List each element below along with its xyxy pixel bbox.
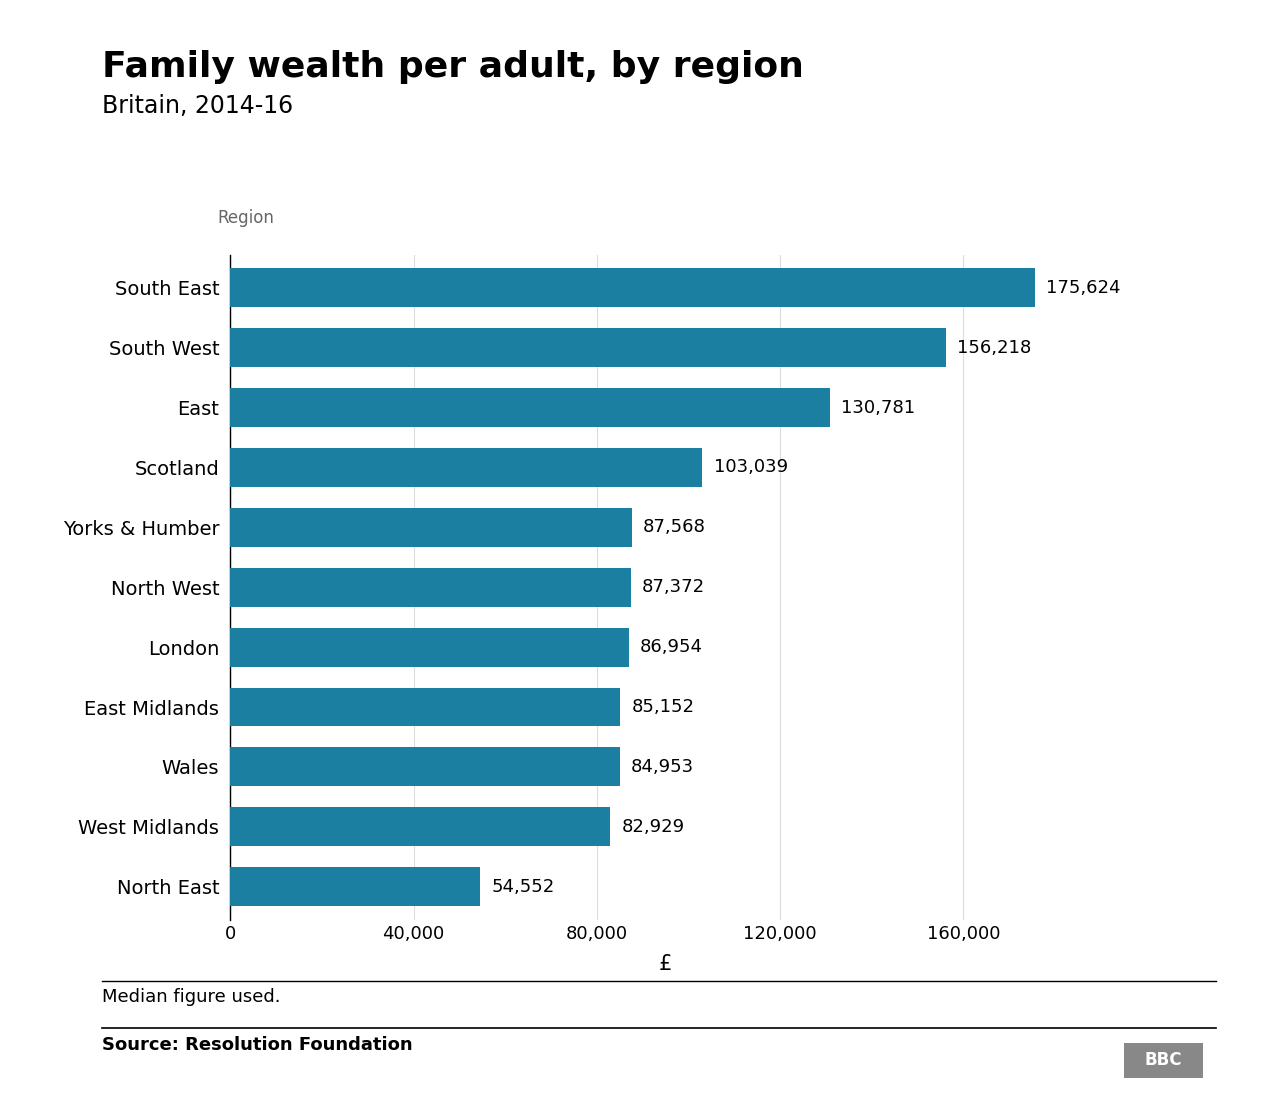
Bar [230, 748, 620, 787]
Bar [230, 567, 631, 607]
Text: 87,568: 87,568 [643, 519, 705, 536]
Bar [230, 388, 829, 427]
Bar [230, 808, 611, 847]
Text: 86,954: 86,954 [640, 638, 703, 656]
Text: 130,781: 130,781 [841, 399, 915, 417]
X-axis label: £: £ [659, 954, 672, 974]
Text: 156,218: 156,218 [957, 339, 1032, 357]
Text: 82,929: 82,929 [622, 818, 685, 835]
Text: 84,953: 84,953 [631, 758, 694, 776]
Text: 54,552: 54,552 [492, 878, 556, 895]
Bar [230, 268, 1036, 307]
Text: BBC: BBC [1144, 1051, 1183, 1069]
Bar [230, 328, 946, 367]
Bar [230, 448, 703, 486]
Bar [230, 507, 631, 547]
Text: 175,624: 175,624 [1046, 279, 1121, 297]
Text: Median figure used.: Median figure used. [102, 988, 280, 1006]
Text: Britain, 2014-16: Britain, 2014-16 [102, 94, 293, 119]
Bar [230, 688, 621, 727]
Bar [230, 627, 628, 667]
Text: Source: Resolution Foundation: Source: Resolution Foundation [102, 1036, 413, 1054]
Text: Region: Region [218, 209, 274, 227]
Text: 87,372: 87,372 [643, 578, 705, 596]
Bar [230, 868, 480, 906]
Text: 103,039: 103,039 [714, 459, 788, 476]
Text: 85,152: 85,152 [632, 698, 695, 716]
Text: Family wealth per adult, by region: Family wealth per adult, by region [102, 50, 804, 84]
